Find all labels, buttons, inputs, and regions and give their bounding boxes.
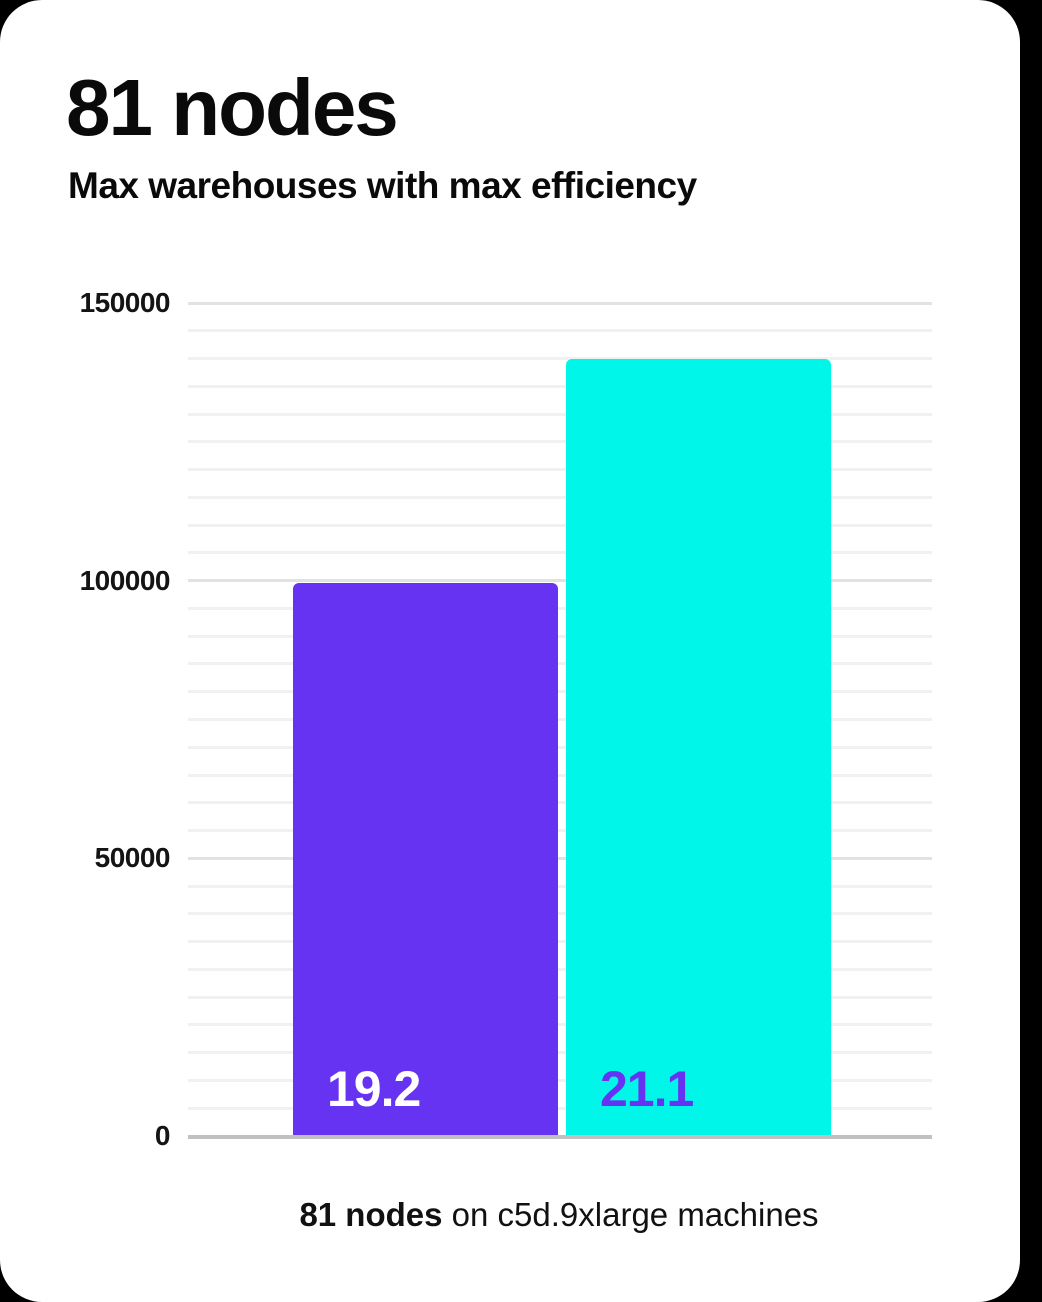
y-tick-label: 150000: [79, 287, 171, 318]
gridline-minor: [188, 718, 932, 721]
bar: 19.2: [293, 583, 558, 1136]
card: 81 nodes Max warehouses with max efficie…: [0, 0, 1020, 1302]
gridline-minor: [188, 662, 932, 666]
gridline-minor: [188, 440, 932, 444]
gridline-minor: [188, 634, 932, 638]
gridline-minor: [188, 1023, 932, 1027]
gridline-major: [188, 579, 932, 583]
caption: 81 nodes on c5d.9xlarge machines: [185, 1196, 933, 1234]
bar-value-label: 21.1: [600, 1060, 694, 1117]
gridline-minor: [188, 801, 932, 805]
gridline-minor: [188, 468, 932, 472]
gridline-minor: [188, 412, 932, 416]
gridline-minor: [188, 940, 932, 944]
gridline-minor: [188, 1051, 932, 1055]
gridline-minor: [188, 551, 932, 555]
gridline-minor: [188, 606, 932, 610]
gridline-minor: [188, 884, 932, 888]
y-tick-label: 100000: [79, 564, 171, 596]
caption-regular-text: on c5d.9xlarge machines: [442, 1196, 819, 1233]
bar: 21.1: [566, 358, 831, 1136]
bar-value-label: 19.2: [327, 1060, 421, 1117]
chart-title: 81 nodes: [66, 63, 399, 152]
gridline-minor: [188, 745, 932, 749]
gridline-minor: [188, 329, 932, 333]
gridline-minor: [188, 912, 932, 916]
gridline-minor: [188, 523, 932, 527]
y-tick-label: 50000: [94, 842, 171, 874]
gridline-minor: [188, 967, 932, 971]
gridline-minor: [188, 495, 932, 499]
gridline-minor: [188, 357, 932, 361]
gridline-minor: [188, 829, 932, 833]
y-tick-label: 0: [154, 1120, 171, 1151]
gridline-minor: [188, 690, 932, 694]
gridline-minor: [188, 384, 932, 388]
caption-bold-text: 81 nodes: [299, 1196, 443, 1233]
gridline-minor: [188, 1078, 932, 1082]
gridline-major: [188, 301, 932, 305]
gridline-major: [188, 856, 932, 860]
chart-subtitle: Max warehouses with max efficiency: [68, 165, 697, 206]
plot-area: 0 50000 100000 150000 19.2 21.1: [79, 287, 932, 1151]
gridline-minor: [188, 1106, 932, 1110]
gridline-minor: [188, 995, 932, 999]
x-axis-line: [188, 1135, 932, 1139]
gridline-minor: [188, 773, 932, 777]
